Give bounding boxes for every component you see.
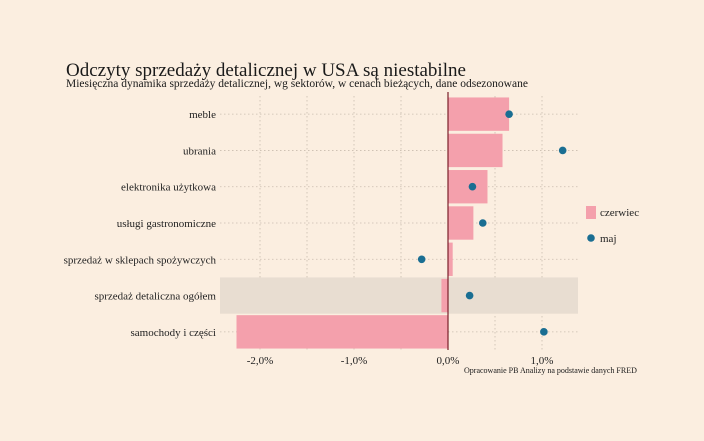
category-label-sprzedaz-detaliczna-ogolem: sprzedaż detaliczna ogółem [94,291,216,303]
legend: czerwiec maj [586,206,639,245]
legend-label-point: maj [600,233,617,245]
highlight-layer [220,277,578,314]
bars-layer [236,97,510,349]
category-label-uslugi-gastronomiczne: usługi gastronomiczne [117,218,216,230]
bar-sprzedaz-detaliczna-ogolem [441,278,448,313]
bar-ubrania [448,133,503,168]
category-label-ubrania: ubrania [183,145,216,157]
point-meble [505,110,513,118]
bar-sprzedaz-w-sklepach-spozywczych [448,242,453,276]
legend-swatch-bar [586,206,596,219]
legend-swatch-point [587,234,595,242]
bar-uslugi-gastronomiczne [448,206,474,240]
bar-samochody-i-czesci [236,315,448,349]
category-labels: meble ubrania elektronika użytkowa usługi g… [64,109,217,339]
x-tick-label: -1,0% [341,355,368,367]
point-ubrania [558,146,567,155]
x-tick-labels: -2,0% -1,0% 0,0% 1,0% [247,355,554,367]
chart-subtitle: Miesięczna dynamika sprzedaży detaliczne… [66,78,528,90]
point-sprzedaz-w-sklepach-spozywczych [417,255,426,264]
legend-label-bar: czerwiec [600,207,639,219]
highlight-band [220,277,578,314]
x-tick-label: -2,0% [247,355,274,367]
category-label-samochody-i-czesci: samochody i części [130,327,216,339]
bar-elektronika-uzytkowa [448,170,488,204]
point-samochody-i-czesci [540,328,548,336]
points-layer [417,110,567,336]
source-note: Opracowanie PB Analizy na podstawie dany… [464,366,637,375]
point-elektronika-uzytkowa [468,182,477,191]
category-label-sprzedaz-w-sklepach-spozywczych: sprzedaż w sklepach spożywczych [64,254,217,266]
x-tick-label: 0,0% [437,355,460,367]
point-sprzedaz-detaliczna-ogolem [465,291,474,300]
x-tick-label: 1,0% [531,355,554,367]
point-uslugi-gastronomiczne [478,219,487,227]
bar-meble [448,97,510,131]
category-label-elektronika-uzytkowa: elektronika użytkowa [121,182,216,194]
category-label-meble: meble [189,109,216,121]
chart-title: Odczyty sprzedaży detalicznej w USA są n… [66,60,466,81]
